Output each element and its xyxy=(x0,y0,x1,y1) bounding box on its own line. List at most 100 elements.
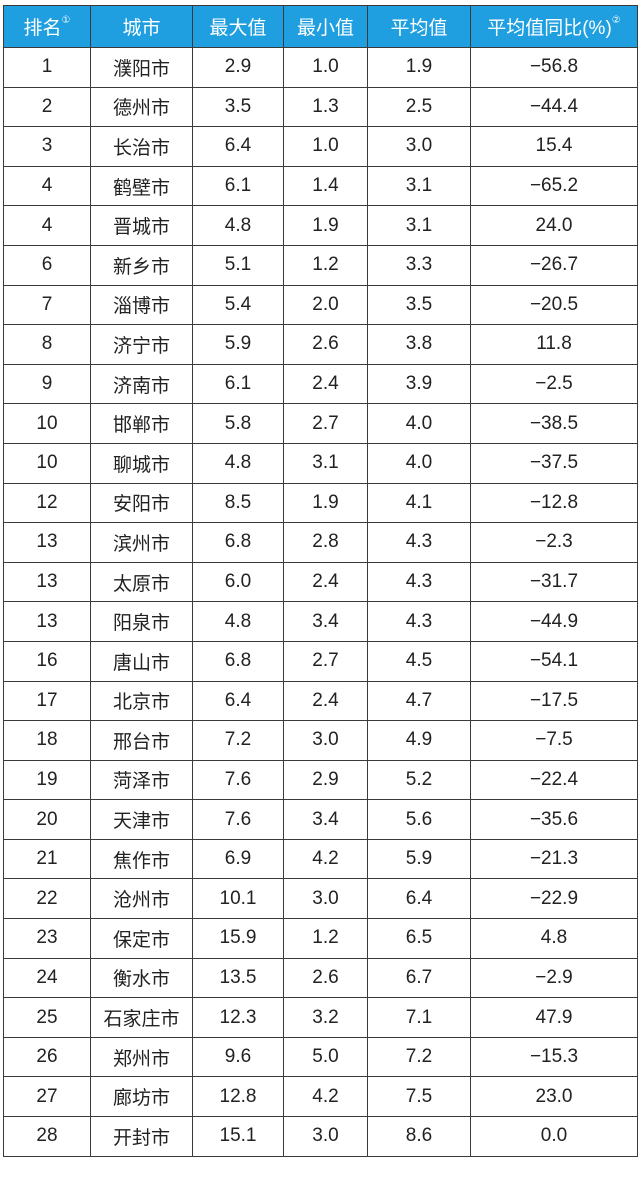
cell-avg-yoy: −15.3 xyxy=(470,1036,638,1078)
cell-city: 滨州市 xyxy=(90,522,193,563)
table-row: 17 北京市 6.4 2.4 4.7 −17.5 xyxy=(3,680,638,722)
cell-max: 7.6 xyxy=(192,799,284,840)
cell-avg-yoy: −65.2 xyxy=(470,165,638,207)
cell-max: 6.4 xyxy=(192,126,284,167)
cell-city: 济宁市 xyxy=(90,324,193,365)
cell-min: 3.0 xyxy=(283,878,368,920)
cell-avg-yoy: 11.8 xyxy=(470,324,638,365)
cell-avg-yoy: −38.5 xyxy=(470,403,638,444)
cell-min: 2.4 xyxy=(283,680,368,722)
cell-max: 6.8 xyxy=(192,522,284,563)
cell-avg-yoy: 23.0 xyxy=(470,1076,638,1118)
cell-avg: 4.9 xyxy=(367,720,471,761)
header-rank: 排名① xyxy=(3,5,91,48)
cell-rank: 23 xyxy=(3,918,91,959)
cell-min: 5.0 xyxy=(283,1036,368,1078)
cell-avg-yoy: 15.4 xyxy=(470,126,638,167)
cell-min: 1.4 xyxy=(283,165,368,207)
cell-rank: 22 xyxy=(3,878,91,920)
cell-rank: 12 xyxy=(3,482,91,524)
cell-avg-yoy: −54.1 xyxy=(470,640,638,682)
cell-rank: 19 xyxy=(3,759,91,801)
cell-city: 郑州市 xyxy=(90,1036,193,1078)
cell-avg: 4.3 xyxy=(367,522,471,563)
table-row: 6 新乡市 5.1 1.2 3.3 −26.7 xyxy=(3,244,638,286)
cell-city: 邯郸市 xyxy=(90,403,193,444)
cell-city: 天津市 xyxy=(90,799,193,840)
cell-rank: 27 xyxy=(3,1076,91,1118)
cell-avg-yoy: −2.9 xyxy=(470,957,638,999)
cell-min: 4.2 xyxy=(283,1076,368,1118)
cell-min: 2.0 xyxy=(283,284,368,326)
cell-avg: 4.3 xyxy=(367,601,471,642)
header-label: 最大值 xyxy=(209,18,267,39)
cell-avg-yoy: −31.7 xyxy=(470,561,638,603)
cell-rank: 26 xyxy=(3,1036,91,1078)
cell-rank: 2 xyxy=(3,86,91,128)
cell-min: 3.0 xyxy=(283,1116,368,1157)
cell-min: 1.0 xyxy=(283,126,368,167)
cell-city: 长治市 xyxy=(90,126,193,167)
cell-min: 1.2 xyxy=(283,244,368,286)
cell-rank: 24 xyxy=(3,957,91,999)
cell-city: 衡水市 xyxy=(90,957,193,999)
cell-avg-yoy: −35.6 xyxy=(470,799,638,840)
cell-avg-yoy: −2.5 xyxy=(470,363,638,405)
header-row: 排名① 城市 最大值 最小值 平均值 平均值同比(%)② xyxy=(3,5,638,48)
cell-max: 9.6 xyxy=(192,1036,284,1078)
cell-avg: 3.5 xyxy=(367,284,471,326)
table-row: 13 太原市 6.0 2.4 4.3 −31.7 xyxy=(3,561,638,603)
cell-city: 唐山市 xyxy=(90,640,193,682)
cell-min: 2.6 xyxy=(283,324,368,365)
cell-city: 濮阳市 xyxy=(90,47,193,88)
header-avg-yoy: 平均值同比(%)② xyxy=(470,5,638,48)
cell-rank: 28 xyxy=(3,1116,91,1157)
cell-avg-yoy: −22.9 xyxy=(470,878,638,920)
cell-avg-yoy: −17.5 xyxy=(470,680,638,722)
table-row: 7 淄博市 5.4 2.0 3.5 −20.5 xyxy=(3,284,638,326)
cell-min: 3.0 xyxy=(283,720,368,761)
cell-min: 3.1 xyxy=(283,442,368,484)
footnote-marker: ② xyxy=(611,15,621,26)
table-row: 26 郑州市 9.6 5.0 7.2 −15.3 xyxy=(3,1036,638,1078)
cell-city: 鹤壁市 xyxy=(90,165,193,207)
cell-avg-yoy: −22.4 xyxy=(470,759,638,801)
cell-city: 廊坊市 xyxy=(90,1076,193,1118)
table-row: 20 天津市 7.6 3.4 5.6 −35.6 xyxy=(3,799,638,840)
cell-max: 7.6 xyxy=(192,759,284,801)
cell-city: 晋城市 xyxy=(90,205,193,246)
cell-city: 焦作市 xyxy=(90,838,193,880)
cell-city: 聊城市 xyxy=(90,442,193,484)
cell-max: 15.9 xyxy=(192,918,284,959)
cell-city: 太原市 xyxy=(90,561,193,603)
cell-avg-yoy: −7.5 xyxy=(470,720,638,761)
cell-min: 1.0 xyxy=(283,47,368,88)
cell-rank: 6 xyxy=(3,244,91,286)
cell-rank: 4 xyxy=(3,165,91,207)
cell-avg-yoy: 24.0 xyxy=(470,205,638,246)
cell-avg: 2.5 xyxy=(367,86,471,128)
cell-min: 2.6 xyxy=(283,957,368,999)
cell-min: 1.9 xyxy=(283,482,368,524)
cell-city: 邢台市 xyxy=(90,720,193,761)
table-row: 9 济南市 6.1 2.4 3.9 −2.5 xyxy=(3,363,638,405)
cell-city: 淄博市 xyxy=(90,284,193,326)
cell-max: 5.8 xyxy=(192,403,284,444)
cell-city: 菏泽市 xyxy=(90,759,193,801)
cell-rank: 20 xyxy=(3,799,91,840)
cell-min: 1.2 xyxy=(283,918,368,959)
cell-city: 安阳市 xyxy=(90,482,193,524)
table-row: 25 石家庄市 12.3 3.2 7.1 47.9 xyxy=(3,997,638,1038)
cell-city: 沧州市 xyxy=(90,878,193,920)
cell-max: 6.1 xyxy=(192,363,284,405)
cell-rank: 18 xyxy=(3,720,91,761)
header-label: 城市 xyxy=(122,18,161,39)
header-label: 最小值 xyxy=(296,18,354,39)
cell-avg-yoy: −21.3 xyxy=(470,838,638,880)
cell-avg-yoy: 47.9 xyxy=(470,997,638,1038)
cell-max: 4.8 xyxy=(192,205,284,246)
header-max: 最大值 xyxy=(192,5,284,48)
cell-avg: 7.2 xyxy=(367,1036,471,1078)
cell-max: 6.1 xyxy=(192,165,284,207)
cell-max: 4.8 xyxy=(192,442,284,484)
